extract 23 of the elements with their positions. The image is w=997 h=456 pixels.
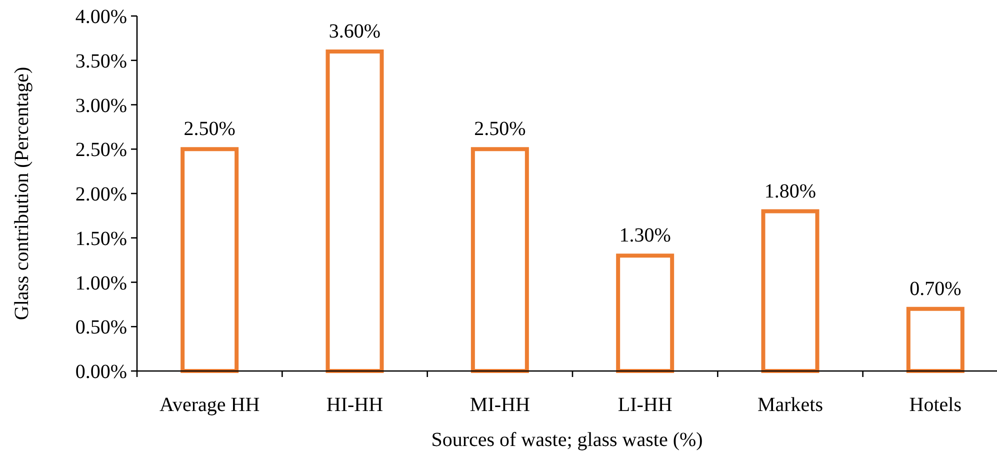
y-tick-label: 1.50% (75, 228, 127, 250)
data-label: 0.70% (910, 278, 962, 300)
y-tick-label: 1.00% (75, 272, 127, 294)
x-tick-label: Markets (757, 394, 824, 416)
y-tick-label: 3.50% (75, 50, 127, 72)
x-tick-label: Average HH (160, 394, 260, 416)
data-label: 1.80% (764, 180, 816, 202)
data-label: 1.30% (619, 224, 671, 247)
y-tick-label: 0.50% (75, 316, 127, 339)
x-tick-label: HI-HH (326, 394, 384, 416)
x-tick-label: LI-HH (618, 394, 672, 416)
y-tick-label: 0.00% (75, 361, 127, 383)
y-tick-label: 2.00% (75, 184, 127, 206)
x-tick-label: Hotels (909, 394, 962, 416)
data-label: 2.50% (474, 118, 526, 140)
y-axis-title: Glass contribution (Percentage) (11, 66, 33, 320)
x-tick-label: MI-HH (470, 394, 530, 416)
y-tick-label: 4.00% (75, 6, 127, 28)
x-axis-title: Sources of waste; glass waste (%) (431, 429, 703, 451)
y-tick-label: 2.50% (75, 139, 127, 162)
data-label: 2.50% (184, 118, 236, 140)
data-label: 3.60% (328, 20, 381, 42)
y-tick-label: 3.00% (75, 94, 127, 117)
